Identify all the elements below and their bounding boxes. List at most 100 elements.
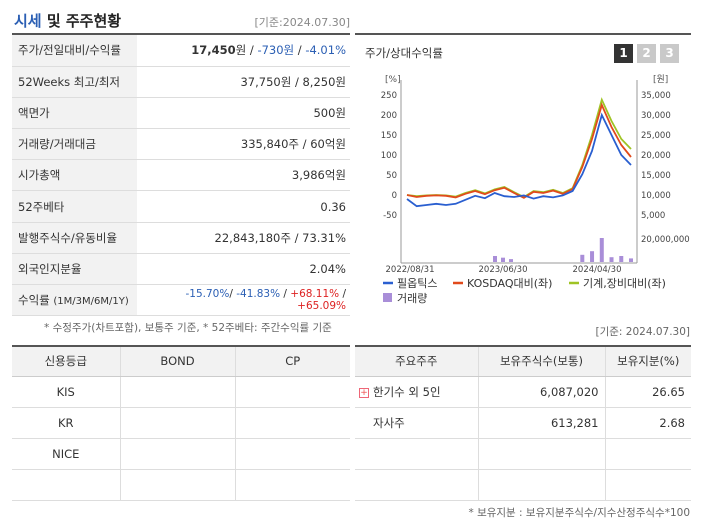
table-row [12, 469, 350, 501]
left-tick-label: 50 [386, 171, 397, 181]
footnote-stats: * 수정주가(차트포함), 보통주 기준, * 52주베타: 주간수익률 기준 [44, 322, 332, 334]
table-row: 외국인지분율 2.04% [12, 253, 350, 286]
x-tick-label: 2022/08/31 [386, 265, 435, 275]
holder-name-cell[interactable]: + 한기수 외 5인 [355, 376, 478, 408]
stat-label: 시가총액 [12, 159, 137, 192]
agency-cell [12, 469, 120, 501]
column-header: 신용등급 [12, 346, 120, 377]
cp-cell [234, 376, 350, 408]
stat-label: 수익률 (1M/3M/6M/1Y) [12, 284, 137, 317]
table-row: NICE [12, 438, 350, 470]
table-row: 거래량/거래대금 335,840주 / 60억원 [12, 128, 350, 161]
column-header: CP [234, 346, 350, 377]
stat-value: 37,750원 / 8,250원 [137, 66, 350, 98]
expand-icon[interactable]: + [359, 387, 369, 398]
stat-value: 0.36 [137, 190, 350, 223]
cp-cell [234, 469, 350, 501]
table-row: KR [12, 407, 350, 439]
empty-cell [477, 469, 605, 501]
column-header: BOND [119, 346, 235, 377]
stat-value: 335,840주 / 60억원 [137, 128, 350, 161]
right-tick-label: 20,000 [641, 151, 671, 161]
holder-name-cell: 자사주 [355, 407, 478, 439]
bond-cell [119, 469, 235, 501]
volume-bar [599, 238, 604, 262]
table-header-row: 주요주주 보유주식수(보통) 보유지분(%) [355, 346, 691, 377]
left-tick-label: 100 [381, 151, 397, 161]
legend-label: KOSDAQ대비(좌) [467, 277, 552, 290]
chart-tab-1[interactable]: 1 [614, 44, 633, 63]
empty-cell [604, 469, 691, 501]
column-header: 보유주식수(보통) [477, 346, 605, 377]
right-tick-label: 35,000 [641, 91, 671, 101]
empty-cell [355, 438, 478, 470]
left-tick-label: 150 [381, 131, 397, 141]
footnote-holders: * 보유지분 : 보유지분주식수/지수산정주식수*100 [468, 507, 690, 519]
table-row [355, 469, 691, 501]
price-stats-table: 주가/전일대비/수익률 17,450원 / -730원 / -4.01% 52W… [12, 35, 350, 317]
left-tick-label: -50 [383, 211, 397, 221]
header-divider [12, 33, 350, 35]
agency-cell: KIS [12, 376, 120, 408]
chart-tab-3[interactable]: 3 [660, 44, 679, 63]
stat-label: 52주베타 [12, 190, 137, 223]
volume-bar [509, 259, 513, 262]
stat-value: 500원 [137, 97, 350, 130]
x-tick-label: 2024/04/30 [573, 265, 622, 275]
right-tick-label: 5,000 [641, 211, 665, 221]
table-row: 자사주 613,281 2.68 [355, 407, 691, 439]
stat-value: -15.70%/ -41.83% / +68.11% / +65.09% [137, 284, 350, 317]
left-tick-label: 0 [392, 191, 397, 201]
base-date: [기준:2024.07.30] [254, 16, 350, 29]
chart-tab-2[interactable]: 2 [637, 44, 656, 63]
legend-label: 거래량 [397, 292, 427, 305]
volume-bar [629, 258, 633, 262]
stat-label: 발행주식수/유동비율 [12, 222, 137, 254]
stat-label: 52Weeks 최고/최저 [12, 66, 137, 98]
empty-cell [477, 438, 605, 470]
pct-cell: 26.65 [604, 376, 691, 408]
right-tick-label: 30,000 [641, 111, 671, 121]
volume-bar [609, 257, 614, 262]
base-date-2: [기준: 2024.07.30] [595, 326, 690, 338]
stat-label: 액면가 [12, 97, 137, 130]
volume-bar [619, 256, 624, 262]
table-header-row: 신용등급 BOND CP [12, 346, 350, 377]
volume-bar [493, 256, 497, 262]
volume-bar [501, 257, 505, 262]
shares-cell: 6,087,020 [477, 376, 605, 408]
column-header: 주요주주 [355, 346, 478, 377]
right-tick-label: 10,000 [641, 191, 671, 201]
right-tick-label: 25,000 [641, 131, 671, 141]
agency-cell: NICE [12, 438, 120, 470]
credit-rating-table: 신용등급 BOND CP KIS KR NICE [12, 345, 350, 501]
bond-cell [119, 438, 235, 470]
right-tick-label: 15,000 [641, 171, 671, 181]
table-row: 52Weeks 최고/최저 37,750원 / 8,250원 [12, 66, 350, 98]
right-axis-unit: [원] [653, 74, 668, 85]
bond-cell [119, 376, 235, 408]
legend-label: 필옵틱스 [397, 277, 437, 290]
page-title: 시세 및 주주현황 [14, 12, 122, 30]
chart-panel: 주가/상대수익률 1 2 3 [%] [원] 250 200 150 100 50 0 -50 3… [355, 33, 691, 311]
stat-value: 17,450원 / -730원 / -4.01% [137, 35, 350, 67]
table-row: KIS [12, 376, 350, 408]
table-row: 수익률 (1M/3M/6M/1Y) -15.70%/ -41.83% / +68… [12, 284, 350, 317]
series-line [406, 97, 632, 199]
table-row [355, 438, 691, 470]
chart-tabs: 1 2 3 [614, 44, 679, 63]
major-shareholders-table: 주요주주 보유주식수(보통) 보유지분(%) + 한기수 외 5인 6,087,0… [355, 345, 691, 501]
volume-bar [580, 254, 585, 262]
x-tick-label: 2023/06/30 [479, 265, 528, 275]
left-tick-label: 200 [381, 111, 397, 121]
table-row: + 한기수 외 5인 6,087,020 26.65 [355, 376, 691, 408]
empty-cell [355, 469, 478, 501]
left-tick-label: 250 [381, 91, 397, 101]
shares-cell: 613,281 [477, 407, 605, 439]
chart-svg: [%] [원] 250 200 150 100 50 0 -50 35,000 30,000 25,0… [381, 74, 690, 305]
series-line [406, 102, 632, 199]
chart-title: 주가/상대수익률 [365, 46, 443, 60]
cp-cell [234, 438, 350, 470]
agency-cell: KR [12, 407, 120, 439]
stat-value: 2.04% [137, 253, 350, 286]
